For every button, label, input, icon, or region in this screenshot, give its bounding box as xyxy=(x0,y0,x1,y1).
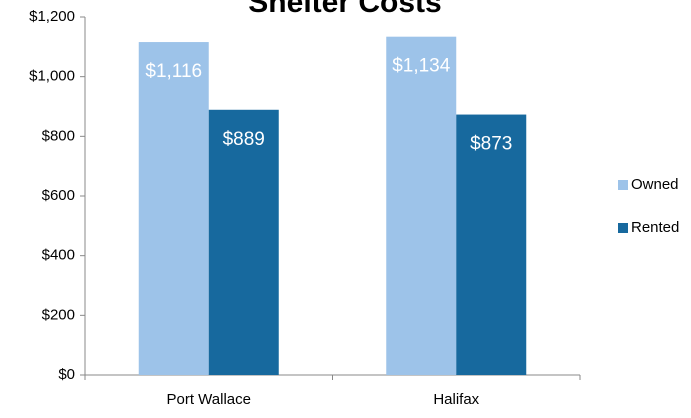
chart-title: Shelter Costs xyxy=(248,0,441,19)
data-label: $1,134 xyxy=(392,56,451,77)
legend-swatch xyxy=(618,180,628,190)
y-tick-label: $1,000 xyxy=(29,68,75,85)
bar xyxy=(456,114,527,376)
y-tick-label: $400 xyxy=(42,247,75,264)
data-label: $873 xyxy=(470,134,512,155)
x-tick-label: Halifax xyxy=(433,391,479,408)
legend-label: Owned xyxy=(631,176,679,193)
data-label: $1,116 xyxy=(145,61,202,82)
y-tick-label: $800 xyxy=(42,127,75,144)
data-label: $889 xyxy=(223,129,265,150)
bar xyxy=(138,42,209,376)
legend-label: Rented xyxy=(631,219,679,236)
y-tick-label: $600 xyxy=(42,187,75,204)
y-tick-label: $1,200 xyxy=(29,8,75,25)
y-tick-label: $200 xyxy=(42,306,75,323)
y-tick-label: $0 xyxy=(58,366,75,383)
legend-swatch xyxy=(618,223,628,233)
bar xyxy=(208,109,279,375)
x-tick-label: Port Wallace xyxy=(167,391,251,408)
bar xyxy=(386,36,457,375)
